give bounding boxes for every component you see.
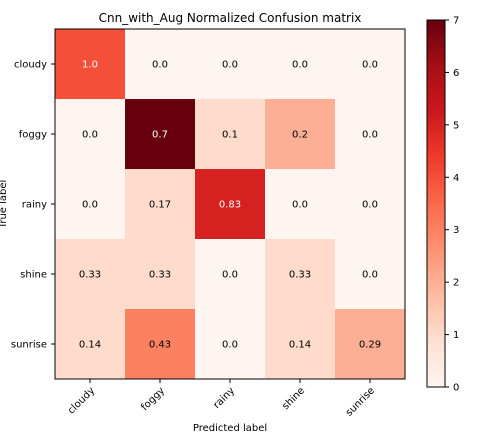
x-tick-label: shine	[280, 385, 307, 412]
colorbar-tick-label: 4	[453, 173, 459, 184]
colorbar-tick-label: 3	[453, 225, 459, 236]
colorbar	[426, 19, 446, 388]
heatmap-cell	[265, 99, 336, 170]
x-tick-label: rainy	[211, 385, 237, 411]
heatmap-cell	[265, 29, 336, 100]
heatmap-cell	[125, 29, 196, 100]
y-tick-label: rainy	[22, 200, 47, 211]
heatmap-cell	[265, 309, 336, 380]
y-tick-label: shine	[20, 270, 47, 281]
cell-value-label: 0.0	[292, 200, 308, 211]
cell-value-label: 0.0	[82, 130, 98, 141]
cell-value-label: 0.14	[79, 340, 101, 351]
heatmap-cell	[195, 309, 266, 380]
heatmap-cell	[195, 169, 266, 240]
cell-value-label: 0.83	[219, 200, 241, 211]
colorbar-ticks: 0 1 2 3 4 5 6 7	[445, 16, 459, 394]
cell-value-label: 0.0	[222, 270, 238, 281]
heatmap-cell	[55, 29, 126, 100]
colorbar-tick-label: 0	[453, 383, 459, 394]
cell-value-label: 0.14	[289, 340, 311, 351]
cell-value-label: 0.0	[362, 60, 378, 71]
cell-value-label: 0.0	[222, 340, 238, 351]
heatmap-cell	[195, 239, 266, 310]
cell-value-label: 1.0	[82, 60, 98, 71]
heatmap-cell	[55, 169, 126, 240]
heatmap-cell	[125, 239, 196, 310]
y-tick-label: cloudy	[14, 60, 47, 71]
chart-title: Cnn_with_Aug Normalized Confusion matrix	[99, 11, 362, 25]
colorbar-tick-label: 7	[453, 16, 459, 27]
cell-value-label: 0.43	[149, 340, 171, 351]
cell-value-label: 0.0	[362, 130, 378, 141]
cell-value-label: 0.17	[149, 200, 171, 211]
colorbar-tick-label: 5	[453, 120, 459, 131]
colorbar-tick-label: 2	[453, 278, 459, 289]
cell-value-label: 0.0	[362, 200, 378, 211]
heatmap-cell	[195, 99, 266, 170]
cell-value-label: 0.0	[82, 200, 98, 211]
cell-value-label: 0.29	[359, 340, 381, 351]
heatmap-cell	[125, 309, 196, 380]
heatmap-cell	[335, 29, 406, 100]
heatmap-cell	[55, 239, 126, 310]
cell-value-label: 0.0	[292, 60, 308, 71]
heatmap-cell	[55, 309, 126, 380]
heatmap-cell	[125, 169, 196, 240]
cell-value-label: 0.1	[222, 130, 238, 141]
x-axis-label: Predicted label	[193, 423, 267, 432]
heatmap-cells	[55, 29, 406, 380]
heatmap-cell	[55, 99, 126, 170]
cell-value-label: 0.33	[79, 270, 101, 281]
x-tick-labels: cloudy foggy rainy shine sunrise	[66, 379, 377, 419]
y-tick-labels: cloudy foggy rainy shine sunrise	[11, 60, 55, 351]
heatmap-cell	[125, 99, 196, 170]
x-tick-label: cloudy	[66, 385, 97, 416]
heatmap-cell	[265, 169, 336, 240]
heatmap-cell	[195, 29, 266, 100]
heatmap-cell	[335, 239, 406, 310]
x-tick-label: sunrise	[344, 385, 377, 418]
colorbar-tick-label: 1	[453, 330, 459, 341]
cell-value-label: 0.33	[149, 270, 171, 281]
cell-labels: 1.0 0.0 0.0 0.0 0.0 0.0 0.7 0.1 0.2 0.0 0.0 0.17 0.8…	[79, 60, 381, 351]
cell-value-label: 0.7	[152, 130, 168, 141]
cell-value-label: 0.0	[362, 270, 378, 281]
cell-value-label: 0.0	[152, 60, 168, 71]
cell-value-label: 0.0	[222, 60, 238, 71]
cell-value-label: 0.33	[289, 270, 311, 281]
y-tick-label: foggy	[19, 130, 47, 141]
colorbar-tick-label: 6	[453, 68, 459, 79]
y-tick-label: sunrise	[11, 340, 47, 351]
x-tick-label: foggy	[139, 385, 167, 413]
heatmap-cell	[335, 309, 406, 380]
cell-value-label: 0.2	[292, 130, 308, 141]
heatmap-cell	[265, 239, 336, 310]
heatmap-cell	[335, 99, 406, 170]
heatmap-cell	[335, 169, 406, 240]
y-axis-label: True label	[0, 180, 9, 230]
